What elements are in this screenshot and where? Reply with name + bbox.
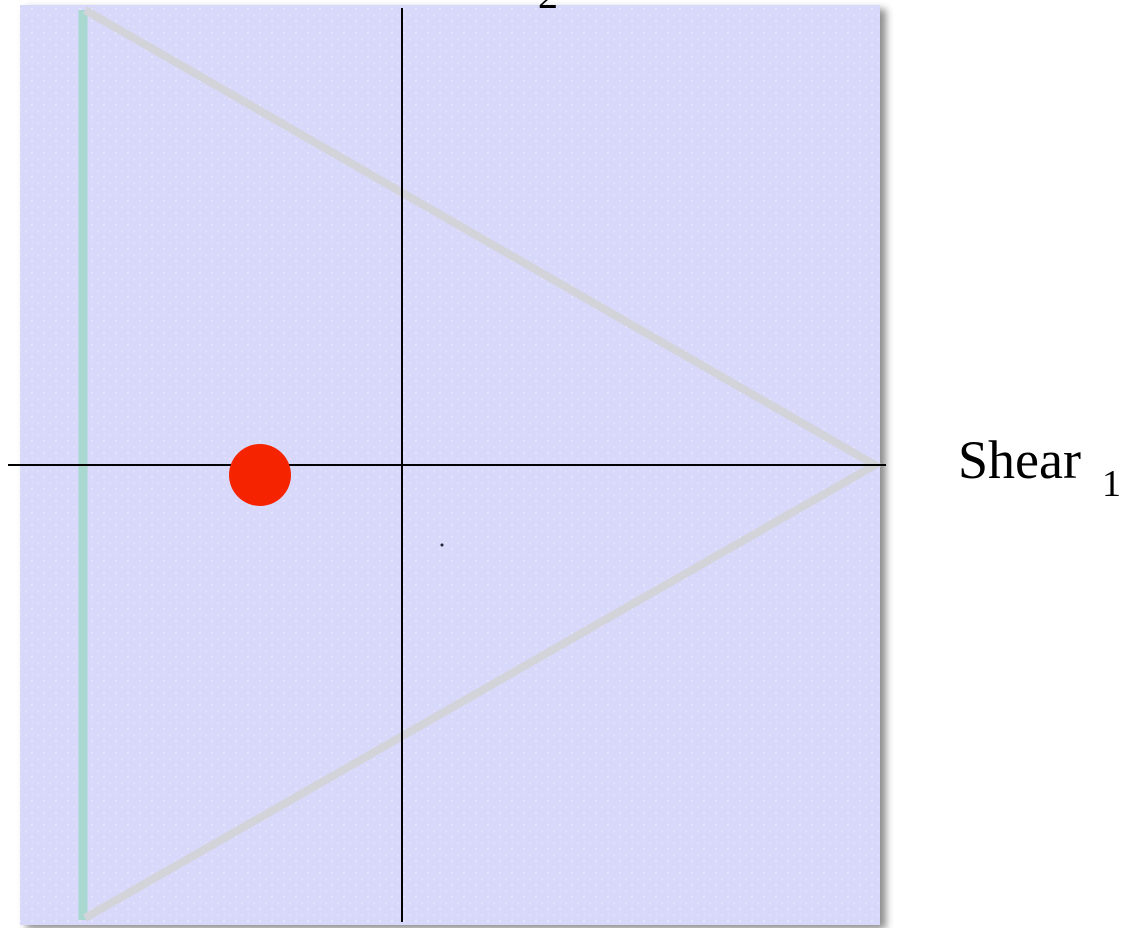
cursor-dot <box>440 543 444 547</box>
x-axis-label: Shear <box>958 430 1081 490</box>
y-axis-subscript: 2 <box>538 0 558 17</box>
x-axis-subscript: 1 <box>1102 463 1121 505</box>
position-marker[interactable] <box>229 444 291 506</box>
